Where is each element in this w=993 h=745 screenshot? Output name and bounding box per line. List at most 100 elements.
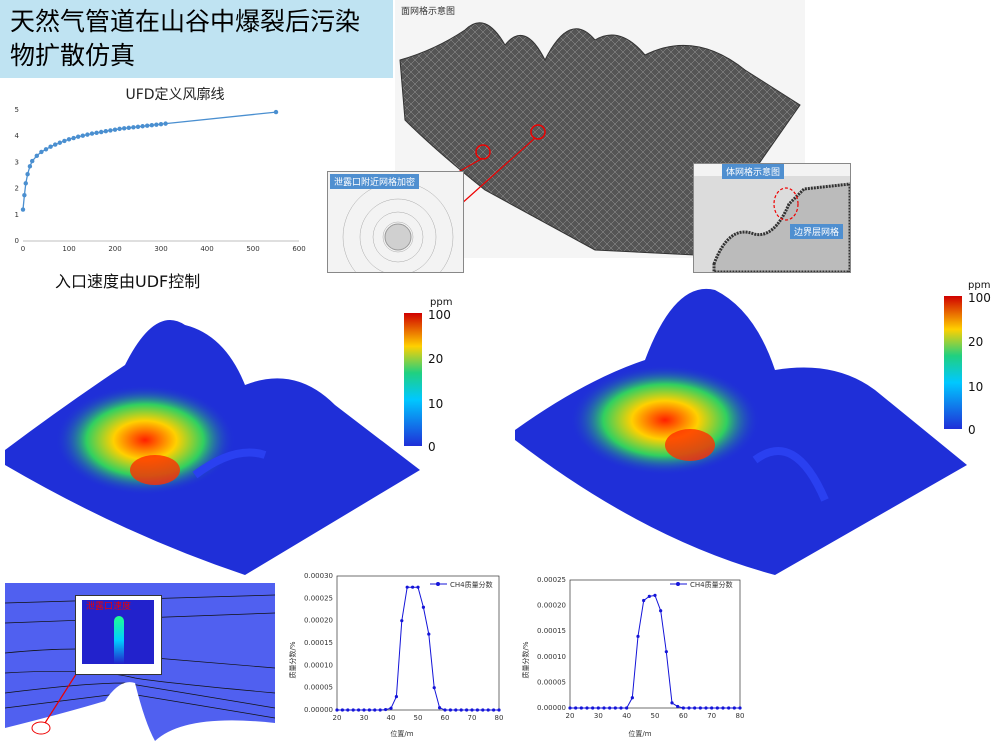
- udf-point: [112, 127, 118, 132]
- ch4-chart-1-point: [454, 708, 458, 712]
- udf-point: [48, 144, 53, 149]
- ch4-chart-2-point: [732, 706, 736, 710]
- ch4-chart-2-point: [602, 706, 606, 710]
- ch4-chart-2-y-tick: 0.00010: [537, 653, 566, 661]
- ch4-chart-1-ylabel: 质量分数/%: [288, 641, 297, 678]
- udf-point: [22, 192, 27, 198]
- ch4-chart-2-point: [613, 706, 617, 710]
- slide-title: 天然气管道在山谷中爆裂后污染物扩散仿真: [0, 0, 393, 78]
- ch4-chart-2-y-tick: 0.00025: [537, 576, 566, 584]
- ch4-chart-1-y-tick: 0.00015: [304, 639, 333, 647]
- streamline-image: 泄露口速度: [5, 583, 275, 741]
- udf-point: [85, 132, 90, 137]
- udf-point: [27, 164, 33, 169]
- ch4-chart-2-point: [664, 650, 668, 654]
- ch4-chart-2-line: [570, 594, 740, 709]
- udf-y-tick: 1: [15, 211, 19, 219]
- ch4-chart-2-point: [693, 706, 697, 710]
- ch4-chart-1-point: [367, 708, 371, 712]
- udf-point: [89, 131, 95, 136]
- ch4-chart-1: 20 30 40 50 60 70 80 0.00000 0.00005 0.00010 0.000…: [287, 570, 505, 740]
- ch4-chart-1-point: [448, 708, 452, 712]
- ch4-chart-2-point: [636, 634, 640, 638]
- colorbar-right-tick-0: 100: [968, 291, 991, 305]
- colorbar-right: [944, 296, 962, 429]
- colorbar-left-unit: ppm: [430, 297, 453, 308]
- ch4-chart-2-point: [574, 706, 578, 710]
- udf-point: [131, 125, 136, 130]
- ch4-chart-2-plot-frame: [569, 579, 741, 709]
- ch4-chart-1-point: [465, 708, 469, 712]
- colorbar-left-tick-0: 100: [428, 308, 451, 322]
- ch4-chart-1-point: [346, 708, 350, 712]
- ch4-chart-2-x-tick: 60: [679, 712, 688, 720]
- ch4-chart-2-point: [738, 706, 742, 710]
- udf-x-tick: 0: [21, 245, 25, 253]
- udf-point: [80, 133, 86, 138]
- colorbar-right-tick-2: 10: [968, 380, 984, 394]
- ch4-chart-1-legend: CH4质量分数: [450, 580, 493, 589]
- leak-velocity-label: 泄露口速度: [86, 602, 132, 612]
- ch4-chart-2-point: [625, 706, 629, 710]
- colorbar-left-tick-1: 20: [428, 352, 444, 366]
- volume-mesh-label: 体网格示意图: [722, 164, 785, 179]
- ch4-chart-1-point: [389, 706, 393, 710]
- udf-point: [135, 124, 141, 129]
- udf-point: [94, 130, 99, 135]
- ch4-chart-1-point: [492, 708, 496, 712]
- ch4-chart-2-point: [670, 701, 674, 705]
- udf-x-tick: 100: [62, 245, 75, 253]
- ch4-chart-2-x-tick: 80: [736, 712, 745, 720]
- ch4-chart-2-point: [687, 706, 691, 710]
- udf-x-tick: 500: [246, 245, 259, 253]
- ch4-chart-1-point: [357, 708, 361, 712]
- udf-caption: 入口速度由UDF控制: [55, 272, 201, 291]
- ch4-chart-1-point: [384, 707, 388, 712]
- ch4-chart-1-y-tick: 0.00000: [304, 706, 333, 714]
- udf-series-line: [22, 111, 277, 210]
- ch4-chart-1-point: [459, 708, 463, 712]
- colorbar-right-unit: ppm: [968, 280, 991, 291]
- ch4-chart-2-point: [579, 706, 583, 710]
- ch4-chart-1-point: [421, 605, 425, 609]
- ch4-chart-2-point: [727, 706, 731, 710]
- ch4-chart-2-ylabel: 质量分数/%: [521, 641, 530, 678]
- ch4-chart-2: 20 30 40 50 60 70 80 0.00000 0.00005 0.00010 0.000…: [520, 570, 745, 740]
- udf-y-tick: 2: [15, 185, 19, 193]
- ch4-chart-2-x-tick: 50: [651, 712, 660, 720]
- udf-point: [108, 128, 113, 133]
- leak-mesh-label: 泄露口附近网格加密: [330, 174, 420, 189]
- ch4-chart-1-x-tick: 70: [468, 714, 477, 722]
- contour-right-image: [515, 288, 967, 575]
- ch4-chart-1-point: [394, 695, 398, 699]
- ch4-chart-1-point: [362, 708, 366, 712]
- udf-point: [126, 125, 131, 131]
- udf-point: [117, 126, 122, 132]
- ch4-chart-1-x-tick: 20: [333, 714, 342, 722]
- udf-point: [163, 121, 168, 126]
- ch4-chart-1-x-tick: 50: [414, 714, 423, 722]
- udf-point: [71, 135, 76, 141]
- ch4-chart-2-y-tick: 0.00020: [537, 602, 566, 610]
- ch4-chart-2-point: [715, 706, 719, 710]
- colorbar-left-tick-3: 0: [428, 440, 436, 454]
- udf-point: [149, 122, 154, 128]
- ch4-chart-1-x-tick: 60: [441, 714, 450, 722]
- ch4-chart-1-plot-frame: [336, 575, 500, 711]
- ch4-chart-2-point: [659, 609, 663, 613]
- udf-point: [122, 126, 127, 131]
- ch4-chart-2-legend: CH4质量分数: [690, 580, 733, 589]
- ch4-chart-2-point: [619, 706, 623, 710]
- udf-y-tick: 3: [15, 158, 19, 166]
- udf-y-tick: 4: [15, 132, 20, 140]
- udf-y-tick: 5: [15, 106, 19, 114]
- udf-point: [66, 137, 72, 142]
- ch4-chart-2-point: [698, 706, 702, 710]
- udf-point: [53, 142, 58, 147]
- udf-point: [30, 158, 35, 164]
- udf-point: [273, 109, 279, 115]
- udf-point: [23, 181, 28, 186]
- ch4-chart-1-point: [475, 708, 479, 712]
- udf-point: [145, 123, 150, 128]
- ch4-chart-1-point: [416, 585, 420, 589]
